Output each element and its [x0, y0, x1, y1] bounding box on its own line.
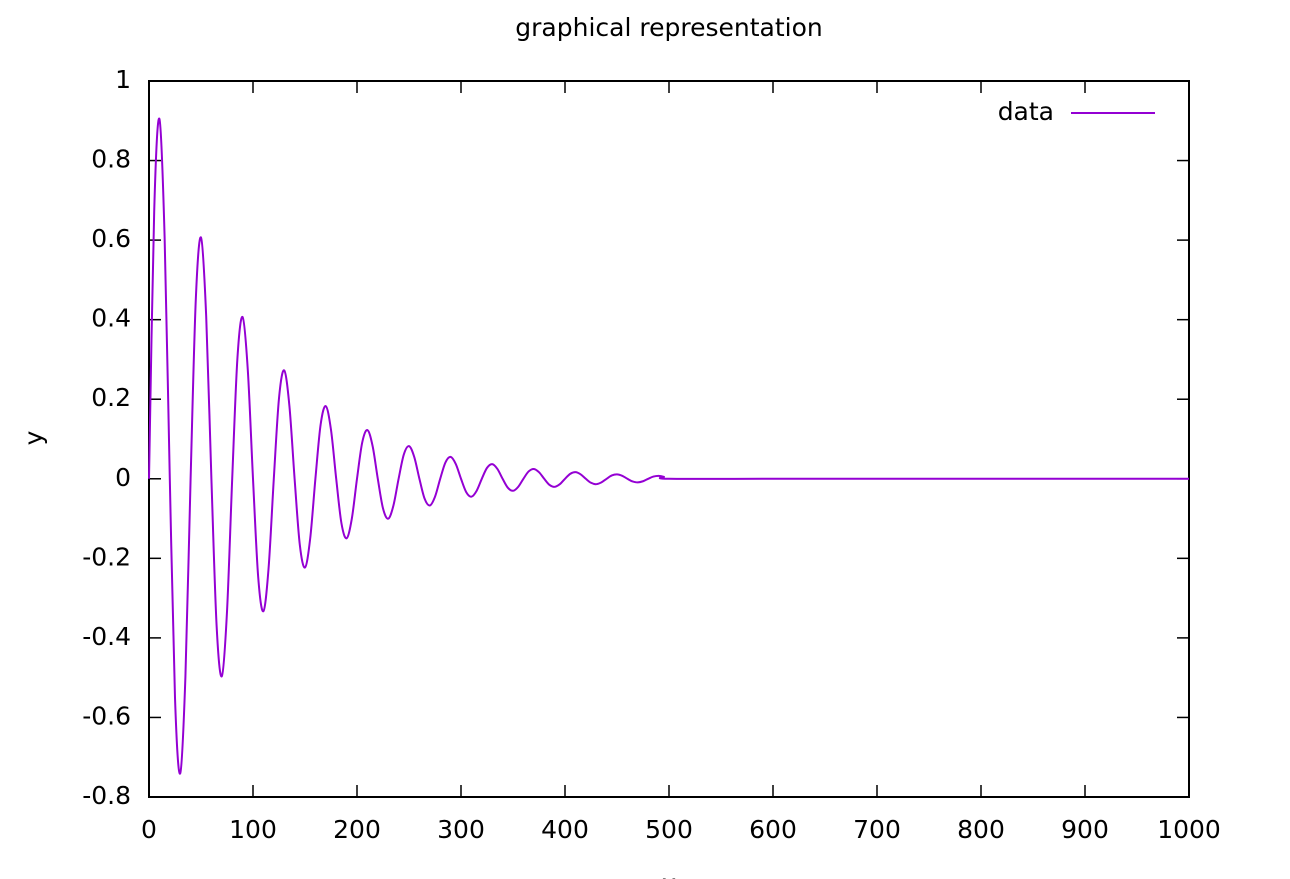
y-tick-label: 1 — [115, 65, 131, 94]
chart-title: graphical representation — [515, 13, 822, 42]
plot-frame — [148, 80, 1190, 798]
y-tick-label: -0.2 — [82, 542, 131, 571]
y-tick-label: 0.4 — [91, 304, 131, 333]
x-tick-label: 800 — [957, 815, 1005, 844]
x-tick-label: 900 — [1061, 815, 1109, 844]
x-tick-label: 0 — [141, 815, 157, 844]
y-tick-label: -0.4 — [82, 622, 131, 651]
y-tick-label: 0.2 — [91, 383, 131, 412]
y-tick-label: 0 — [115, 463, 131, 492]
x-tick-label: 700 — [853, 815, 901, 844]
data-line — [148, 117, 1189, 775]
y-tick-label: 0.6 — [91, 224, 131, 253]
x-axis-label: x — [662, 869, 677, 879]
x-tick-label: 600 — [749, 815, 797, 844]
x-tick-label: 500 — [645, 815, 693, 844]
x-tick-label: 200 — [333, 815, 381, 844]
legend-label: data — [998, 97, 1054, 126]
x-tick-label: 400 — [541, 815, 589, 844]
y-axis-label: y — [19, 430, 48, 445]
y-tick-label: -0.6 — [82, 701, 131, 730]
y-tick-label: 0.8 — [91, 145, 131, 174]
y-tick-label: -0.8 — [82, 781, 131, 810]
x-tick-label: 1000 — [1157, 815, 1221, 844]
x-tick-label: 100 — [229, 815, 277, 844]
x-tick-label: 300 — [437, 815, 485, 844]
